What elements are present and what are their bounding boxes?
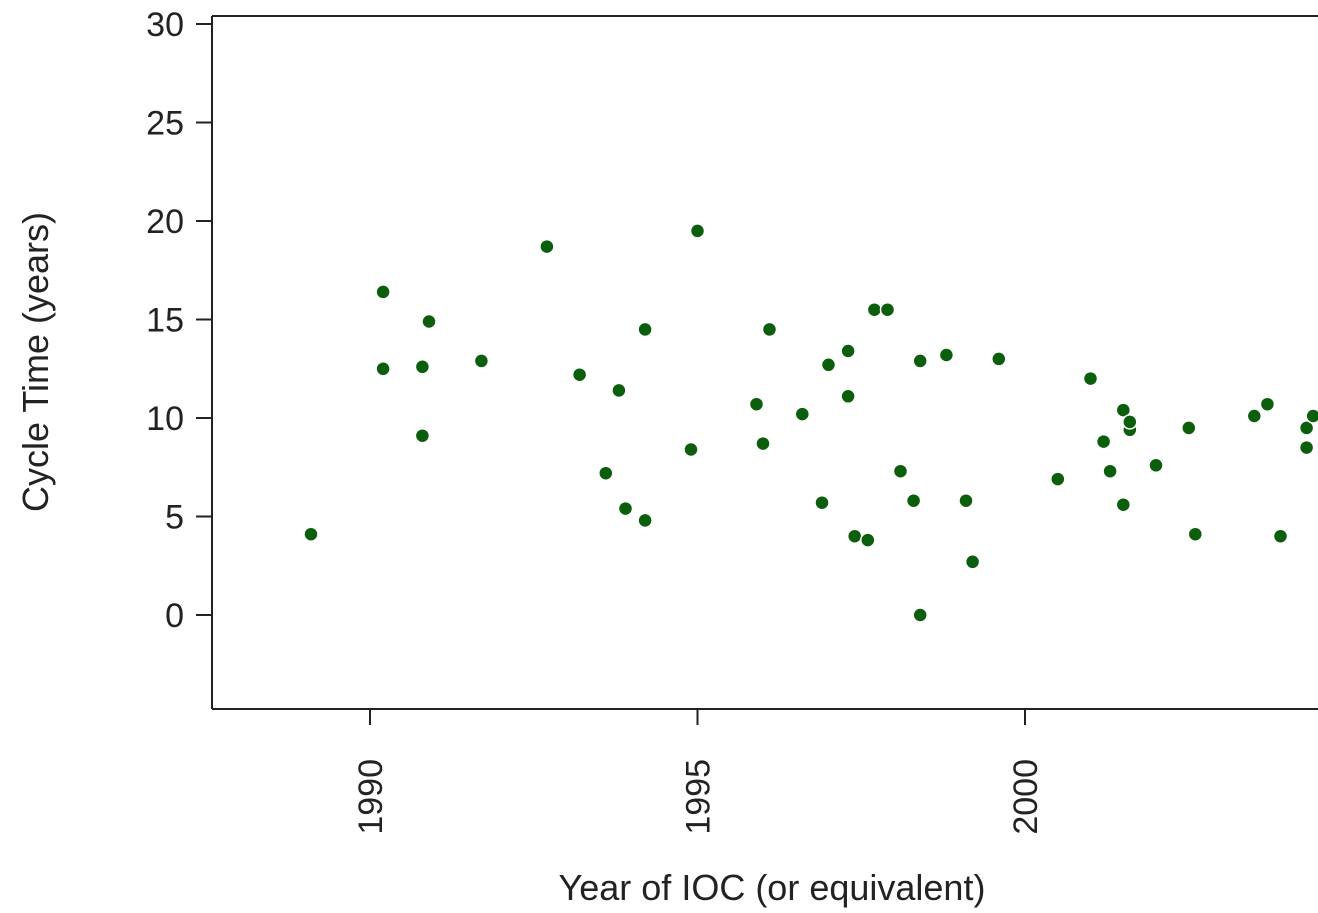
- data-point: [1187, 526, 1204, 542]
- data-point: [794, 406, 811, 422]
- data-point: [683, 441, 699, 458]
- y-tick-label: 25: [146, 105, 184, 143]
- data-point: [761, 321, 778, 338]
- data-point: [820, 357, 837, 373]
- data-point: [1050, 471, 1066, 487]
- data-point: [938, 347, 955, 363]
- data-point: [905, 492, 922, 509]
- data-point: [840, 388, 856, 405]
- data-point: [473, 353, 490, 369]
- data-point: [814, 494, 830, 511]
- data-point: [689, 223, 706, 239]
- data-point: [421, 313, 437, 330]
- data-point: [866, 301, 883, 318]
- x-tick-label: 2000: [1007, 759, 1045, 835]
- data-point: [892, 463, 909, 479]
- x-axis-title: Year of IOC (or equivalent): [559, 867, 986, 908]
- data-point: [748, 396, 765, 412]
- data-point: [1082, 370, 1099, 387]
- data-point: [1272, 528, 1289, 544]
- data-point: [958, 492, 974, 509]
- data-point: [879, 301, 896, 318]
- data-point: [303, 526, 319, 542]
- y-axis: 0 5 10 15 20 25 30: [146, 6, 212, 635]
- data-point: [375, 361, 391, 377]
- data-point: [637, 321, 653, 338]
- data-point: [1115, 402, 1132, 418]
- x-axis: 199019952000200520102015: [352, 709, 1045, 835]
- data-point: [991, 351, 1007, 367]
- data-points: [303, 223, 1318, 623]
- y-tick-label: 20: [146, 203, 184, 241]
- y-tick-label: 0: [165, 597, 184, 635]
- data-point: [1122, 414, 1138, 430]
- data-point: [375, 284, 391, 300]
- data-point: [1115, 496, 1132, 513]
- y-tick-label: 10: [146, 400, 184, 438]
- data-point: [1246, 408, 1263, 424]
- data-point: [1148, 457, 1164, 474]
- y-axis-title: Cycle Time (years): [15, 212, 56, 512]
- data-point: [964, 554, 981, 570]
- y-tick-label: 15: [146, 302, 184, 340]
- y-tick-label: 5: [165, 499, 184, 537]
- data-point: [1298, 439, 1315, 456]
- data-point: [617, 500, 634, 517]
- data-point: [755, 435, 771, 452]
- data-point: [1305, 408, 1318, 424]
- data-point: [912, 607, 928, 623]
- axes: [211, 15, 1318, 710]
- data-point: [414, 427, 431, 444]
- data-point: [840, 343, 856, 359]
- data-point: [598, 465, 614, 481]
- data-point: [860, 532, 876, 548]
- data-point: [1095, 433, 1112, 450]
- data-point: [571, 366, 588, 383]
- data-point: [1181, 420, 1197, 436]
- data-point: [637, 512, 653, 529]
- data-point: [1102, 463, 1118, 479]
- data-point: [414, 359, 431, 375]
- data-point: [539, 238, 555, 255]
- y-tick-label: 30: [146, 6, 184, 44]
- x-tick-label: 1990: [352, 759, 390, 835]
- data-point: [846, 528, 863, 544]
- x-tick-label: 1995: [680, 759, 718, 835]
- data-point: [611, 382, 627, 399]
- data-point: [1259, 396, 1276, 412]
- data-point: [912, 353, 928, 369]
- data-point: [1298, 420, 1315, 436]
